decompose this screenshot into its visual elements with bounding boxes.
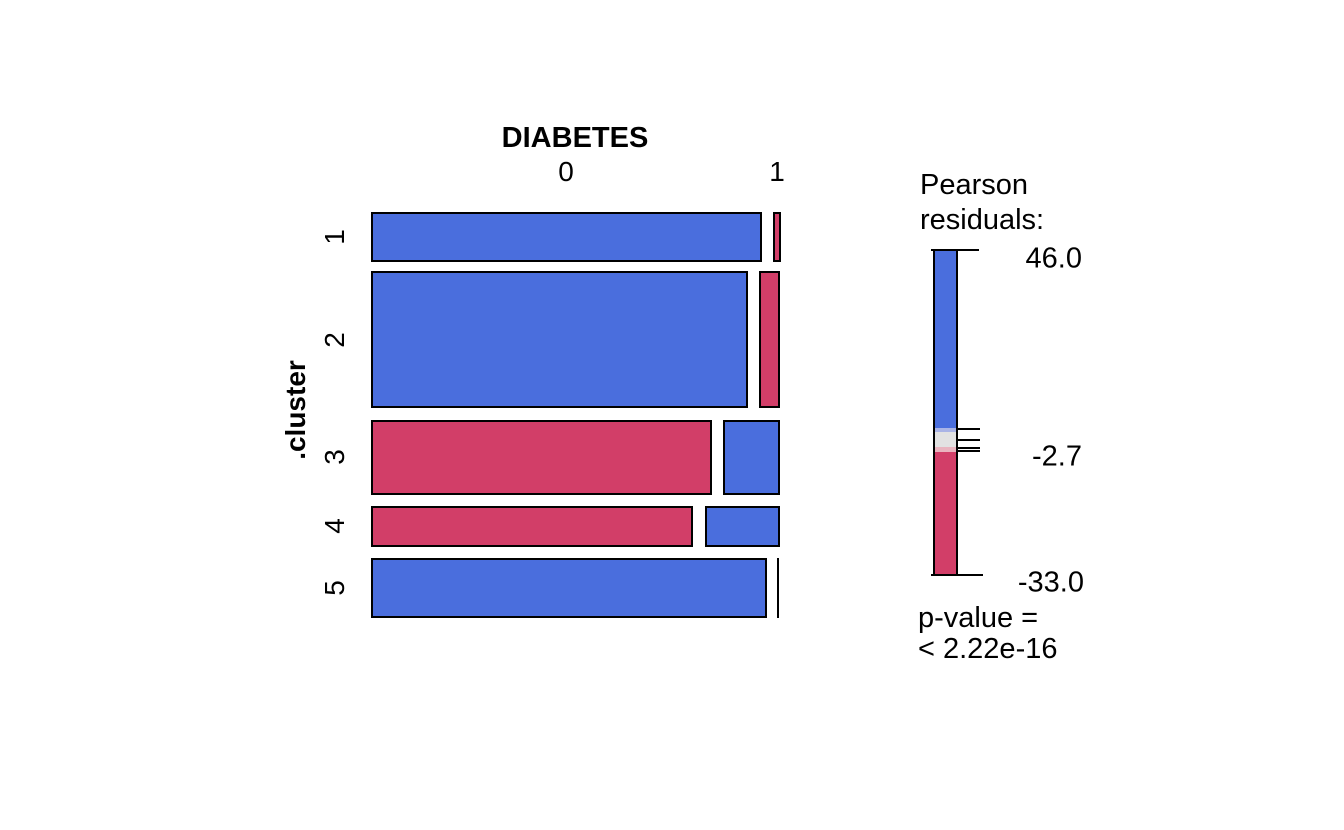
p-value-line1: p-value = [918, 602, 1039, 634]
legend-min-label: -33.0 [1017, 566, 1084, 599]
legend-title-line1: Pearson [920, 169, 1029, 201]
mosaic-tile-cluster4-level0 [371, 506, 693, 547]
legend-tick-5 [931, 574, 983, 576]
y-axis-title: .cluster [280, 360, 311, 460]
legend-tick-4 [956, 450, 980, 452]
legend-mid-label: -2.7 [1032, 440, 1082, 473]
legend-segment-weak-negative [935, 447, 956, 452]
legend-segment-weak-positive [935, 428, 956, 432]
legend-title: Pearson residuals: [920, 168, 1044, 238]
legend-segment-strong-positive [935, 250, 956, 428]
legend-segment-strong-negative [935, 452, 956, 576]
mosaic-tile-cluster2-level1 [759, 271, 780, 408]
mosaic-tile-cluster3-level1 [723, 420, 780, 495]
y-axis-level-5: 5 [319, 580, 350, 596]
legend-tick-1 [956, 428, 980, 430]
legend-segment-neutral [935, 432, 956, 447]
y-axis-level-1: 1 [319, 229, 350, 245]
mosaic-tile-cluster1-level1 [773, 212, 781, 262]
legend-tick-2 [956, 439, 980, 441]
legend-color-bar [933, 250, 958, 576]
legend-title-line2: residuals: [920, 204, 1045, 236]
legend-max-label: 46.0 [1025, 242, 1082, 275]
legend-tick-0 [931, 249, 979, 251]
x-axis-title: DIABETES [501, 122, 649, 154]
y-axis-level-3: 3 [319, 449, 350, 465]
y-axis-level-2: 2 [319, 332, 350, 348]
mosaic-tile-cluster3-level0 [371, 420, 712, 495]
legend-tick-3 [956, 447, 980, 449]
mosaic-tile-cluster5-level0 [371, 558, 767, 618]
mosaic-tile-cluster1-level0 [371, 212, 762, 262]
x-axis-level-1: 1 [769, 156, 785, 187]
x-axis-level-0: 0 [558, 156, 574, 187]
mosaic-tile-cluster2-level0 [371, 271, 748, 408]
p-value-line2: < 2.22e-16 [918, 633, 1058, 665]
y-axis-level-4: 4 [319, 518, 350, 534]
p-value-text: p-value = < 2.22e-16 [918, 603, 1057, 665]
mosaic-tile-cluster5-level1 [777, 558, 779, 618]
mosaic-tile-cluster4-level1 [705, 506, 780, 547]
